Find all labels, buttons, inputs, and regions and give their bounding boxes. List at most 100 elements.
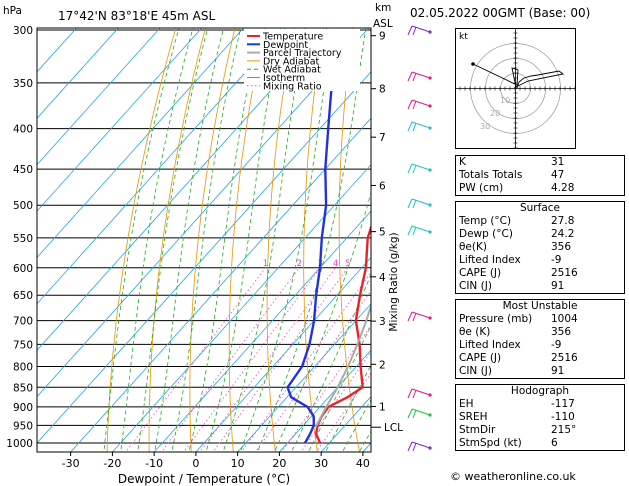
wind-barb-dot: [428, 76, 432, 80]
pressure-tick-350: 350: [13, 78, 33, 90]
dry-adiabat-line: [228, 28, 265, 452]
legend-label: Dry Adiabat: [263, 56, 320, 67]
isotherm-line: [37, 71, 371, 444]
mixing-ratio-line: [212, 267, 349, 452]
pressure-tick-600: 600: [13, 263, 33, 275]
km-tick-label: 1: [379, 401, 386, 413]
wet-adiabat-line: [120, 28, 194, 452]
wind-barb-flag: [407, 408, 413, 419]
wind-barb-shaft: [411, 163, 431, 171]
wind-barb-shaft: [411, 71, 431, 79]
isotherm-line: [37, 28, 161, 166]
isotherm-line: [237, 303, 371, 452]
hodograph-ring-label-30: 30: [480, 122, 490, 131]
wind-barb-flag: [407, 311, 413, 322]
wind-barb-shaft: [411, 121, 431, 129]
km-tick-label: 3: [379, 316, 386, 328]
eh-label: EH: [459, 398, 474, 410]
isotherm-line: [111, 164, 371, 452]
plot-frame: [36, 27, 372, 453]
stmdir-label: StmDir: [459, 424, 496, 436]
x-tick-label: 10: [231, 457, 245, 470]
mixing-ratio-line: [125, 267, 266, 452]
legend-background: [244, 29, 360, 91]
surface-cin-value: 91: [551, 280, 565, 292]
legend-label: Dewpoint: [263, 40, 308, 51]
wind-barb-flag: [407, 198, 413, 209]
legend-label: Wet Adiabat: [263, 65, 321, 76]
km-tick-label: 9: [379, 31, 386, 43]
surface-cin-label: CIN (J): [459, 280, 492, 292]
hodograph-ring-label-10: 10: [500, 96, 510, 105]
wind-barb-dot: [428, 30, 432, 34]
surface-temp-value: 27.8: [551, 215, 575, 227]
pressure-tick-900: 900: [13, 402, 33, 414]
stmdir-value: 215°: [551, 424, 577, 436]
surface-li-label: Lifted Index: [459, 254, 521, 266]
index-k-label: K: [459, 156, 466, 168]
km-tick-label: 7: [379, 132, 386, 144]
pressure-tick-500: 500: [13, 200, 33, 212]
wind-barb-flag: [412, 26, 417, 36]
pressure-tick-800: 800: [13, 361, 33, 373]
hodograph-table-title: Hodograph: [510, 385, 570, 397]
wind-barb-flag: [407, 388, 413, 399]
wind-barb-flag: [407, 163, 413, 174]
mixing-ratio-label: 15: [407, 259, 418, 269]
isotherm-line: [195, 256, 371, 452]
skewt-chart: 1 2 3 4 5 8 10 15 20 25 3003504004505005506006507…: [3, 2, 436, 486]
x-tick-label: -20: [103, 457, 121, 470]
dry-adiabat-line: [266, 28, 295, 452]
km-tick-label: 4: [379, 272, 386, 284]
dry-adiabat-line: [338, 28, 360, 452]
mixing-ratio-label: 20: [425, 259, 436, 269]
isotherm-line: [153, 210, 371, 452]
km-tick-label: 8: [379, 84, 386, 96]
wind-barb-shaft: [411, 441, 431, 449]
pressure-tick-950: 950: [13, 420, 33, 432]
surface-table: Surface Temp (°C) 27.8 Dewp (°C) 24.2 θe(K…: [455, 201, 625, 294]
wind-barbs: [407, 25, 432, 452]
wind-barb-dot: [428, 168, 432, 172]
most-unstable-table: Most Unstable Pressure (mb) 1004 θe (K) 35…: [455, 299, 625, 379]
dry-adiabat-line: [106, 28, 177, 452]
wind-barb-dot: [428, 413, 432, 417]
mixing-ratio-label: 1: [263, 259, 268, 269]
km-tick-label: 6: [379, 180, 386, 192]
hodograph-endpoint: [471, 62, 475, 66]
sreh-value: -110: [551, 411, 575, 423]
km-tick-label: 2: [379, 359, 386, 371]
index-tt-label: Totals Totals: [459, 169, 523, 181]
legend-label: Mixing Ratio: [263, 81, 322, 92]
surface-title: Surface: [519, 202, 560, 214]
surface-dewp-label: Dewp (°C): [459, 228, 513, 240]
lcl-label: LCL: [384, 422, 403, 434]
pressure-tick-400: 400: [13, 124, 33, 136]
indices-table: K 31 Totals Totals 47 PW (cm) 4.28: [455, 155, 625, 196]
wind-barb-flag: [412, 226, 417, 236]
wind-barb-dot: [428, 393, 432, 397]
footer-credit[interactable]: © weatheronline.co.uk: [450, 470, 576, 483]
surface-temp-label: Temp (°C): [459, 215, 512, 227]
wind-barb-flag: [407, 25, 413, 36]
index-pw-value: 4.28: [551, 182, 575, 194]
mu-thetae-value: 356: [551, 326, 572, 338]
hpa-label: hPa: [3, 5, 22, 17]
mixing-ratio-axis-label: Mixing Ratio (g/kg): [388, 232, 400, 331]
isotherm-line: [37, 28, 119, 119]
surface-dewp-value: 24.2: [551, 228, 575, 240]
trace-dewpoint: [286, 29, 339, 444]
isotherm-line: [37, 28, 203, 212]
wind-barb-shaft: [411, 408, 431, 416]
index-pw-label: PW (cm): [459, 182, 504, 194]
mu-cin-label: CIN (J): [459, 365, 492, 377]
km-label: km: [375, 2, 391, 14]
wind-barb-dot: [428, 316, 432, 320]
mu-pressure-label: Pressure (mb): [459, 313, 533, 325]
x-axis-label: Dewpoint / Temperature (°C): [118, 472, 290, 486]
wind-barb-flag: [412, 100, 417, 110]
legend-label: Isotherm: [263, 73, 305, 84]
hodograph-kt-label: kt: [459, 32, 468, 42]
wind-barb-shaft: [411, 225, 431, 233]
